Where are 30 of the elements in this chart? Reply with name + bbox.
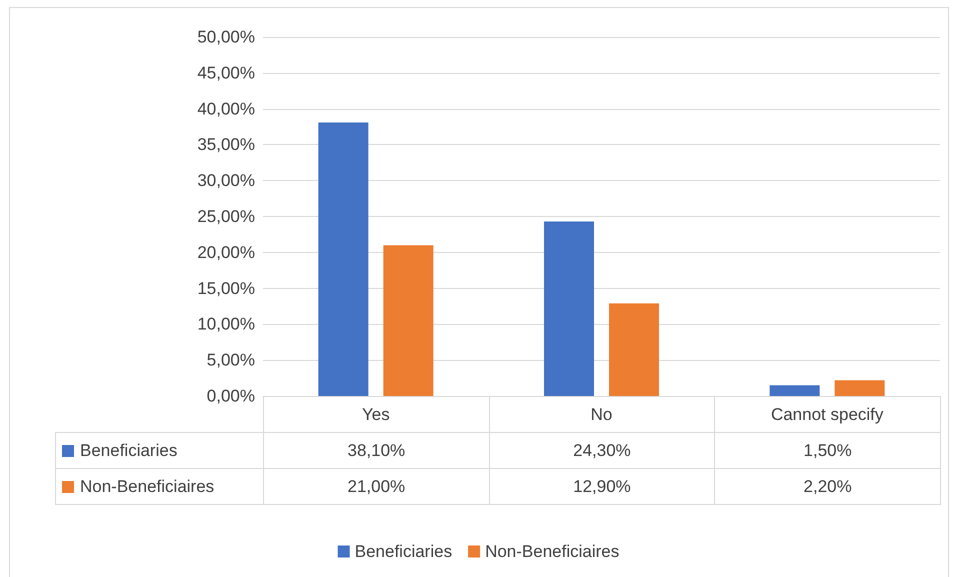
text: Non-Beneficiaires (80, 476, 214, 496)
data-label: 24,30% (488, 432, 716, 469)
data-label: 1,50% (714, 432, 941, 469)
data-label: 12,90% (488, 468, 716, 505)
x-tick-label: No (590, 405, 612, 424)
y-tick-label: 10,00% (197, 314, 255, 334)
legend-label: Beneficiaries (354, 542, 452, 561)
bar (609, 303, 659, 396)
y-tick-label: 50,00% (197, 28, 255, 46)
bar (770, 385, 820, 396)
y-tick-label: 0,00% (206, 386, 255, 406)
data-label: 2,20% (714, 468, 941, 505)
bar (318, 122, 368, 396)
y-tick-label: 25,00% (197, 207, 255, 226)
x-tick-label: Cannot specify (770, 405, 884, 424)
data-label: 21,00% (263, 468, 490, 505)
y-tick-label: 30,00% (197, 171, 255, 190)
bar (544, 222, 594, 396)
text: Beneficiaries (80, 440, 178, 460)
legend-label: Non-Beneficiaires (485, 542, 620, 561)
bar (834, 380, 885, 396)
data-label: 38,10% (263, 432, 490, 469)
y-tick-label: 45,00% (197, 63, 255, 82)
y-tick-label: 20,00% (197, 242, 255, 262)
y-tick-label: 5,00% (206, 350, 255, 370)
bar (383, 245, 434, 396)
y-tick-label: 40,00% (197, 99, 255, 118)
x-tick-label: Yes (362, 405, 390, 424)
y-tick-label: 15,00% (197, 278, 255, 298)
y-tick-label: 35,00% (197, 135, 255, 154)
